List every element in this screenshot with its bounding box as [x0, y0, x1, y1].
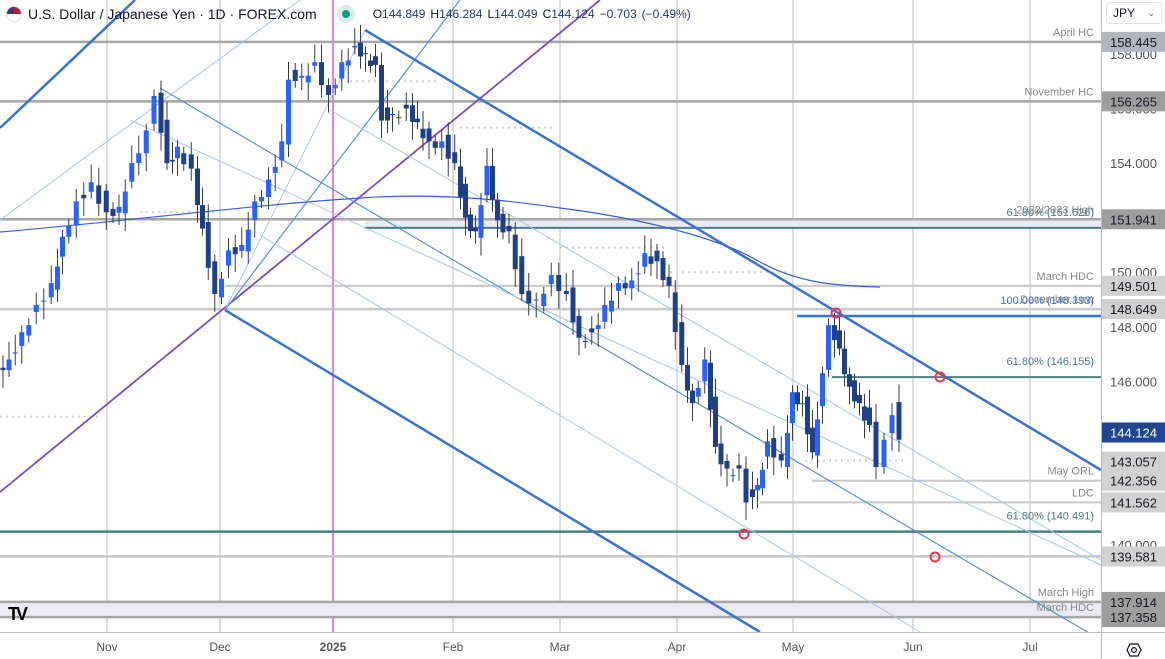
close-value: 144.124: [551, 7, 595, 21]
currency-value: JPY: [1113, 6, 1136, 20]
svg-text:144.124: 144.124: [1110, 426, 1157, 441]
svg-text:December Low: December Low: [1020, 294, 1094, 306]
svg-text:May ORL: May ORL: [1048, 466, 1094, 478]
svg-text:148.000: 148.000: [1110, 320, 1157, 335]
svg-text:158.445: 158.445: [1110, 35, 1157, 50]
svg-text:Feb: Feb: [443, 640, 464, 654]
svg-text:Jun: Jun: [903, 640, 922, 654]
ohlc-values: O144.849 H146.284 L144.049 C144.124 −0.7…: [373, 7, 691, 21]
svg-text:139.581: 139.581: [1110, 549, 1157, 564]
svg-text:151.941: 151.941: [1110, 212, 1157, 227]
open-label: O: [372, 7, 383, 21]
high-value: 146.284: [439, 7, 483, 21]
moving-average-line: [0, 195, 881, 288]
market-open-dot-icon: [336, 5, 355, 23]
svg-text:November HC: November HC: [1024, 86, 1094, 98]
change-value: −0.703: [599, 7, 637, 21]
change-percent: (−0.49%): [641, 7, 691, 21]
svg-text:61.80% (151.626): 61.80% (151.626): [1007, 207, 1094, 219]
svg-text:143.057: 143.057: [1110, 455, 1157, 470]
svg-text:141.562: 141.562: [1110, 495, 1157, 510]
svg-text:April HC: April HC: [1053, 27, 1094, 39]
svg-text:100.00% (148.393): 100.00% (148.393): [1000, 295, 1094, 307]
open-value: 144.849: [382, 7, 426, 21]
svg-text:146.000: 146.000: [1110, 374, 1157, 389]
svg-text:March HDC: March HDC: [1037, 271, 1095, 283]
svg-text:March HDC: March HDC: [1037, 602, 1095, 614]
svg-text:Apr: Apr: [668, 640, 687, 654]
trend-lines: [0, 0, 1102, 641]
close-label: C: [542, 7, 552, 21]
svg-text:137.358: 137.358: [1110, 610, 1157, 625]
low-value: 144.049: [494, 7, 538, 21]
low-label: L: [487, 7, 495, 21]
svg-text:156.265: 156.265: [1110, 94, 1157, 109]
horizontal-levels: [0, 40, 1101, 619]
highlight-band: [0, 219, 1101, 618]
svg-text:148.649: 148.649: [1110, 302, 1157, 317]
time-axis[interactable]: Nov Dec 2025 Feb Mar Apr May Jun Jul: [0, 632, 1165, 659]
svg-text:2025: 2025: [320, 640, 347, 654]
currency-select[interactable]: JPY ⌄: [1106, 2, 1162, 24]
price-axis[interactable]: 158.000156.000154.000150.000148.000146.0…: [1101, 0, 1165, 659]
touch-markers: [738, 307, 946, 563]
svg-text:2022/2023 High: 2022/2023 High: [1016, 204, 1094, 216]
svg-text:March High: March High: [1038, 587, 1094, 599]
svg-text:154.000: 154.000: [1110, 156, 1157, 171]
svg-text:Mar: Mar: [550, 640, 571, 654]
svg-text:61.80% (140.491): 61.80% (140.491): [1007, 511, 1094, 523]
high-label: H: [430, 7, 440, 21]
usd-jpy-flag-icon: [6, 6, 22, 22]
svg-text:149.501: 149.501: [1110, 279, 1157, 294]
svg-text:Dec: Dec: [209, 640, 230, 654]
chevron-down-icon: ⌄: [1147, 7, 1155, 18]
symbol-legend: U.S. Dollar / Japanese Yen · 1D · FOREX.…: [6, 3, 691, 25]
svg-text:Nov: Nov: [96, 640, 117, 654]
candlestick-series: [0, 24, 902, 521]
svg-text:Jul: Jul: [1022, 640, 1037, 654]
svg-text:May: May: [782, 640, 805, 654]
svg-text:61.80% (146.155): 61.80% (146.155): [1007, 356, 1094, 368]
svg-text:142.356: 142.356: [1110, 474, 1157, 489]
svg-text:LDC: LDC: [1072, 487, 1094, 499]
svg-text:137.914: 137.914: [1110, 595, 1157, 610]
symbol-title[interactable]: U.S. Dollar / Japanese Yen · 1D · FOREX.…: [28, 6, 317, 22]
chart-settings-icon[interactable]: [1126, 642, 1142, 658]
tradingview-logo[interactable]: TV: [8, 604, 28, 624]
